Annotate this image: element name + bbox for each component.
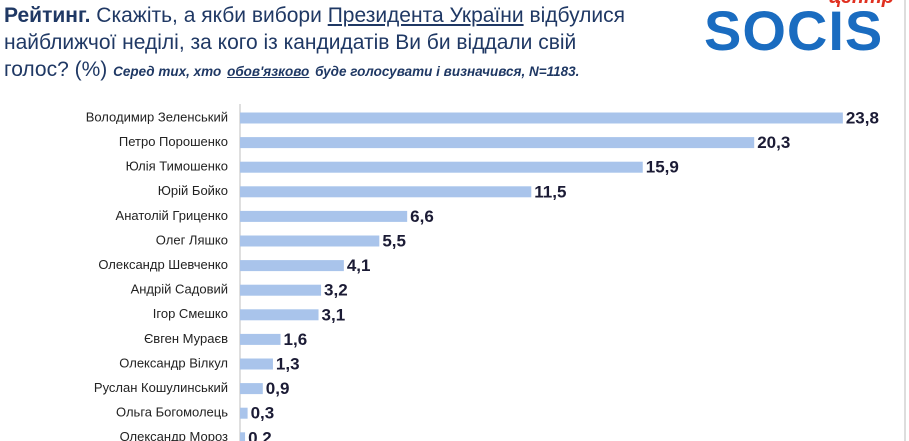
category-label: Юрій Бойко: [158, 183, 228, 198]
category-label: Андрій Садовий: [131, 282, 228, 297]
category-label: Володимир Зеленський: [86, 109, 228, 124]
subtitle: обов'язково: [227, 64, 310, 79]
value-label: 1,3: [276, 354, 300, 373]
bar: [240, 210, 408, 222]
bar: [240, 407, 248, 419]
value-label: 20,3: [757, 133, 790, 152]
value-label: 4,1: [347, 256, 371, 275]
category-label: Анатолій Гриценко: [116, 208, 228, 223]
value-label: 3,2: [324, 281, 348, 300]
category-label: Олександр Шевченко: [98, 257, 228, 272]
value-label: 6,6: [410, 207, 434, 226]
title-text: відбулися: [529, 4, 625, 27]
bar: [240, 284, 322, 296]
title-text: голос? (%): [4, 58, 108, 81]
value-label: 0,9: [266, 379, 290, 398]
subtitle: буде голосувати і визначився, N=1183.: [315, 64, 580, 79]
bar: [240, 383, 263, 395]
bar: [240, 112, 843, 124]
bar: [240, 137, 755, 149]
bar: [240, 161, 643, 173]
bar: [240, 260, 344, 272]
value-label: 1,6: [284, 330, 308, 349]
logo: центр SOCIS: [700, 0, 900, 56]
value-label: 11,5: [534, 182, 566, 201]
bar: [240, 432, 246, 441]
title-text: Президента України: [327, 4, 524, 27]
bar: [240, 309, 319, 321]
bar: [240, 358, 273, 370]
category-label: Ольга Богомолець: [116, 405, 228, 420]
logo-text: SOCIS: [704, 0, 884, 56]
value-label: 0,3: [251, 404, 275, 423]
category-label: Ігор Смешко: [153, 306, 228, 321]
bar: [240, 333, 281, 345]
category-label: Олександр Мороз: [120, 429, 228, 441]
category-label: Євген Мураєв: [144, 331, 228, 346]
category-label: Юлія Тимошенко: [126, 159, 228, 174]
category-label: Руслан Кошулинський: [94, 380, 228, 395]
title-lead: Рейтинг.: [4, 4, 91, 27]
value-label: 15,9: [646, 158, 679, 177]
title-text: найближчої неділі, за кого із кандидатів…: [4, 31, 577, 54]
value-label: 5,5: [382, 231, 406, 250]
logo-top: центр: [829, 0, 894, 9]
bar: [240, 186, 532, 198]
value-label: 3,1: [322, 305, 346, 324]
category-label: Олег Ляшко: [156, 232, 228, 247]
value-label: 23,8: [846, 108, 879, 127]
value-label: 0,2: [248, 428, 272, 441]
title: Рейтинг. Скажіть, а якби вибори Президен…: [4, 2, 704, 85]
bar: [240, 235, 380, 247]
subtitle: Серед тих, хто: [113, 64, 222, 79]
category-label: Олександр Вілкул: [119, 355, 228, 370]
category-label: Петро Порошенко: [119, 134, 228, 149]
title-text: Скажіть, а якби вибори: [96, 4, 322, 27]
